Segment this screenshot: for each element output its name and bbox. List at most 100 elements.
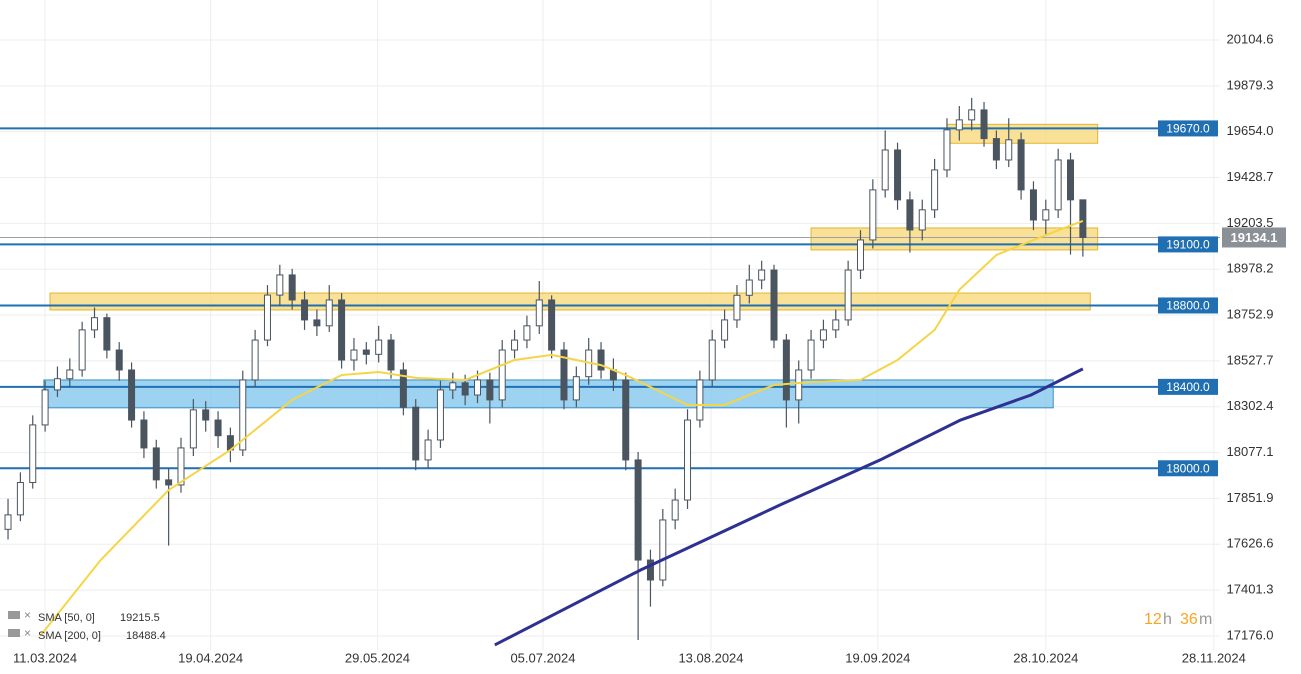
grid [0, 0, 1220, 650]
candle-body [597, 349, 605, 371]
candle-body [288, 274, 296, 301]
legend-value: 18488.4 [126, 630, 166, 642]
candle-body [251, 339, 259, 381]
candle-body [115, 349, 123, 371]
candle-body [338, 299, 346, 361]
legend-name: SMA [200, 0] [38, 630, 101, 642]
legend-close[interactable]: × [24, 626, 31, 640]
y-tick-label: 18077.1 [1227, 444, 1274, 459]
candle-body [894, 149, 902, 201]
candle-body [103, 317, 111, 351]
candle-body [622, 379, 630, 461]
candle-body [646, 559, 654, 581]
x-tick-label: 19.04.2024 [178, 650, 243, 665]
candle-body [795, 369, 803, 401]
candle-body [4, 514, 12, 530]
candle-body [263, 294, 271, 341]
candle-body [486, 379, 494, 401]
candle-body [1054, 159, 1062, 211]
candle-body [1042, 209, 1050, 221]
candle-body [548, 299, 556, 351]
level-label: 18000.0 [1158, 460, 1218, 477]
level-label: 18800.0 [1158, 297, 1218, 314]
level-label: 18400.0 [1158, 378, 1218, 395]
candle-body [301, 299, 309, 321]
candle-body [53, 378, 61, 391]
y-tick-label: 18302.4 [1227, 398, 1274, 413]
candle-body [473, 379, 481, 396]
zone [49, 292, 1091, 311]
candle-body [684, 419, 692, 501]
candle-body [733, 294, 741, 321]
candle-body [152, 447, 160, 481]
timer-unit: h [1163, 611, 1172, 628]
timer: 12 h 36 m [1144, 611, 1212, 628]
candle-body [165, 479, 173, 486]
candle-body [375, 339, 383, 355]
candle-body [918, 209, 926, 231]
last-price-box [1222, 227, 1286, 248]
y-tick-label: 18978.2 [1227, 261, 1274, 276]
candle-body [1029, 189, 1037, 221]
level-label: 19100.0 [1158, 236, 1218, 253]
candle-body [931, 169, 939, 211]
x-tick-label: 19.09.2024 [845, 650, 910, 665]
y-tick-label: 19203.5 [1227, 215, 1274, 230]
candle-body [1079, 199, 1087, 238]
y-tick-label: 17626.6 [1227, 536, 1274, 551]
candle-body [943, 129, 951, 171]
plot-area [0, 97, 1220, 647]
sma-line [39, 219, 1084, 637]
legend-icon [8, 611, 20, 619]
y-tick-label: 19428.7 [1227, 169, 1274, 184]
level-label-text: 18800.0 [1166, 299, 1210, 313]
zone [43, 379, 1054, 409]
level-label-text: 18400.0 [1166, 380, 1210, 394]
x-tick-label: 28.10.2024 [1013, 650, 1078, 665]
candle-body [276, 274, 284, 296]
legend-icon [8, 629, 20, 637]
candle-body [362, 349, 370, 355]
candle-body [29, 424, 37, 484]
y-tick-label: 17176.0 [1227, 627, 1274, 642]
candle-body [856, 239, 864, 271]
x-tick-label: 05.07.2024 [510, 650, 575, 665]
candle-body [16, 482, 24, 516]
candle-body [721, 319, 729, 341]
level-label: 19670.0 [1158, 120, 1218, 137]
candle-body [696, 379, 704, 421]
candle-body [955, 119, 963, 131]
candle-body [745, 279, 753, 296]
candle-body [498, 349, 506, 401]
candle-body [239, 379, 247, 451]
legend-value: 19215.5 [120, 612, 160, 624]
y-tick-label: 17401.3 [1227, 582, 1274, 597]
candle-body [91, 317, 99, 331]
legend-close[interactable]: × [24, 608, 31, 622]
candle-body [819, 329, 827, 341]
level-label-text: 19100.0 [1166, 238, 1210, 252]
candle-body [560, 349, 568, 401]
legend: SMA [50, 0] 19215.5 SMA [200, 0] 18488.4… [8, 608, 166, 642]
level-label-box [1158, 297, 1218, 314]
candle-body [325, 299, 333, 327]
candle-body [424, 439, 432, 461]
y-tick-label: 17851.9 [1227, 490, 1274, 505]
y-tick-label: 19879.3 [1227, 77, 1274, 92]
candle-body [412, 406, 420, 461]
x-tick-label: 13.08.2024 [678, 650, 743, 665]
y-tick-label: 18752.9 [1227, 306, 1274, 321]
timer-hours: 12 [1144, 611, 1162, 628]
sma-line [494, 367, 1084, 647]
x-tick-label: 11.03.2024 [13, 650, 77, 665]
candle-body [387, 339, 395, 371]
candle-body [177, 447, 185, 486]
candle-body [78, 329, 86, 371]
candle-body [214, 419, 222, 437]
candle-body [968, 109, 976, 121]
level-label-text: 19670.0 [1166, 122, 1210, 136]
candle-body [535, 299, 543, 327]
candle-body [906, 199, 914, 231]
candle-body [461, 382, 469, 396]
candle-body [399, 369, 407, 408]
